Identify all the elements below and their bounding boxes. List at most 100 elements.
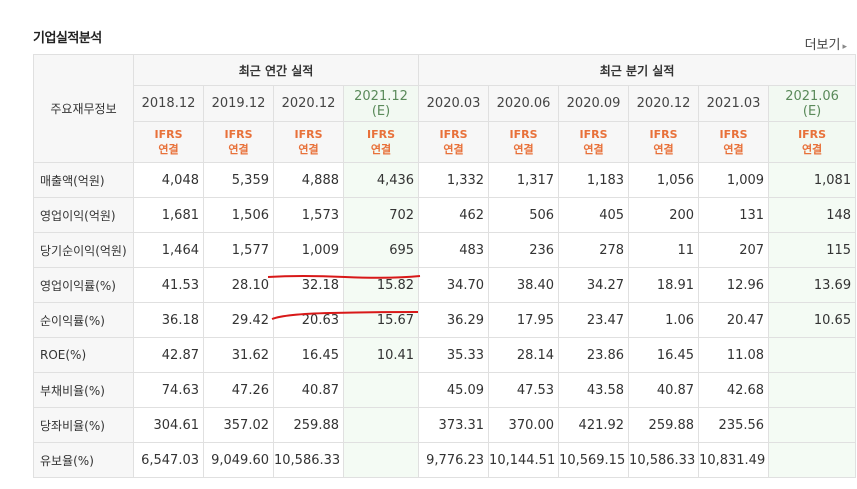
value-cell: 29.42 — [203, 302, 274, 338]
row-label: 당좌비율(%) — [33, 407, 134, 443]
value-cell: 9,049.60 — [203, 442, 274, 478]
value-cell: 28.14 — [488, 337, 560, 373]
row-label: 영업이익률(%) — [33, 267, 134, 303]
table-row: 유보율(%) 6,547.03 9,049.60 10,586.33 9,776.23 1… — [33, 442, 857, 478]
ifrs-label: IFRS 연결 — [488, 121, 560, 163]
value-cell: 235.56 — [698, 407, 770, 443]
quarter-date-estimate: 2021.06 (E) — [768, 85, 857, 122]
chevron-right-icon: ▸ — [842, 42, 847, 52]
value-cell: 10.41 — [342, 337, 420, 373]
value-cell: 1,573 — [273, 197, 344, 233]
value-cell: 11.08 — [698, 337, 770, 373]
value-cell: 405 — [558, 197, 630, 233]
value-cell: 16.45 — [628, 337, 700, 373]
value-cell: 278 — [558, 232, 630, 268]
value-cell: 304.61 — [133, 407, 204, 443]
value-cell: 10,569.15 — [558, 442, 630, 478]
value-cell: 13.69 — [768, 267, 857, 303]
ifrs-top: IFRS — [154, 128, 183, 141]
value-cell — [342, 407, 420, 443]
value-cell: 1,009 — [698, 162, 770, 198]
value-cell: 1.06 — [628, 302, 700, 338]
ifrs-label: IFRS 연결 — [203, 121, 274, 163]
quarter-group-header: 최근 분기 실적 — [418, 54, 857, 86]
table-row: 영업이익(억원) 1,681 1,506 1,573 702 462 506 405 200 13… — [33, 197, 857, 233]
value-cell: 20.47 — [698, 302, 770, 338]
financial-table: 주요재무정보 최근 연간 실적 최근 분기 실적 2018.12 2019.12… — [33, 54, 857, 478]
value-cell: 23.47 — [558, 302, 630, 338]
value-cell: 11 — [628, 232, 700, 268]
value-cell: 20.63 — [273, 302, 344, 338]
value-cell: 38.40 — [488, 267, 560, 303]
quarter-date: 2020.12 — [628, 85, 700, 122]
value-cell: 4,048 — [133, 162, 204, 198]
value-cell: 36.29 — [418, 302, 490, 338]
value-cell: 1,681 — [133, 197, 204, 233]
value-cell — [342, 372, 420, 408]
value-cell: 200 — [628, 197, 700, 233]
value-cell: 6,547.03 — [133, 442, 204, 478]
ifrs-bottom: 연결 — [653, 143, 674, 156]
value-cell: 43.58 — [558, 372, 630, 408]
main-label: 주요재무정보 — [33, 54, 134, 163]
row-label: 매출액(억원) — [33, 162, 134, 198]
value-cell: 45.09 — [418, 372, 490, 408]
value-cell: 695 — [342, 232, 420, 268]
annual-date: 2018.12 — [133, 85, 204, 122]
value-cell: 16.45 — [273, 337, 344, 373]
value-cell: 12.96 — [698, 267, 770, 303]
annual-estimate-mark: (E) — [371, 103, 391, 119]
value-cell: 41.53 — [133, 267, 204, 303]
annual-group-header: 최근 연간 실적 — [132, 54, 420, 86]
quarter-estimate-date: 2021.06 — [785, 88, 839, 104]
quarter-date: 2020.03 — [418, 85, 490, 122]
table-row: 순이익률(%) 36.18 29.42 20.63 15.67 36.29 17.95 23.… — [33, 302, 857, 338]
quarter-estimate-mark: (E) — [802, 103, 822, 119]
value-cell: 1,506 — [203, 197, 274, 233]
value-cell: 357.02 — [203, 407, 274, 443]
row-label: 영업이익(억원) — [33, 197, 134, 233]
value-cell: 42.87 — [133, 337, 204, 373]
more-link[interactable]: 더보기 ▸ — [805, 34, 847, 53]
ifrs-top: IFRS — [509, 128, 538, 141]
ifrs-bottom: 연결 — [370, 143, 392, 156]
value-cell — [768, 337, 857, 373]
value-cell: 1,183 — [558, 162, 630, 198]
value-cell: 4,436 — [342, 162, 420, 198]
ifrs-label: IFRS 연결 — [133, 121, 204, 163]
value-cell: 42.68 — [698, 372, 770, 408]
quarter-date: 2021.03 — [698, 85, 770, 122]
value-cell: 10,586.33 — [273, 442, 344, 478]
value-cell: 373.31 — [418, 407, 490, 443]
value-cell: 1,577 — [203, 232, 274, 268]
ifrs-label: IFRS 연결 — [418, 121, 490, 163]
ifrs-label: IFRS 연결 — [628, 121, 700, 163]
ifrs-top: IFRS — [224, 128, 253, 141]
annual-date: 2019.12 — [203, 85, 274, 122]
row-label: 부채비율(%) — [33, 372, 134, 408]
row-label: 유보율(%) — [33, 442, 134, 478]
value-cell: 34.70 — [418, 267, 490, 303]
value-cell: 1,009 — [273, 232, 344, 268]
ifrs-label: IFRS 연결 — [768, 121, 857, 163]
value-cell: 15.67 — [342, 302, 420, 338]
value-cell: 18.91 — [628, 267, 700, 303]
value-cell: 10,831.49 — [698, 442, 770, 478]
value-cell — [768, 372, 857, 408]
value-cell: 1,332 — [418, 162, 490, 198]
row-label: 당기순이익(억원) — [33, 232, 134, 268]
value-cell: 32.18 — [273, 267, 344, 303]
table-row: 매출액(억원) 4,048 5,359 4,888 4,436 1,332 1,317 1,1… — [33, 162, 857, 198]
value-cell: 131 — [698, 197, 770, 233]
ifrs-bottom: 연결 — [228, 143, 249, 156]
annual-estimate-date: 2021.12 — [354, 88, 408, 104]
value-cell: 47.26 — [203, 372, 274, 408]
value-cell: 259.88 — [273, 407, 344, 443]
value-cell: 34.27 — [558, 267, 630, 303]
table-row: 당좌비율(%) 304.61 357.02 259.88 373.31 370.00 421… — [33, 407, 857, 443]
value-cell: 370.00 — [488, 407, 560, 443]
ifrs-label: IFRS 연결 — [558, 121, 630, 163]
quarter-date: 2020.06 — [488, 85, 560, 122]
value-cell: 207 — [698, 232, 770, 268]
ifrs-top: IFRS — [439, 128, 468, 141]
